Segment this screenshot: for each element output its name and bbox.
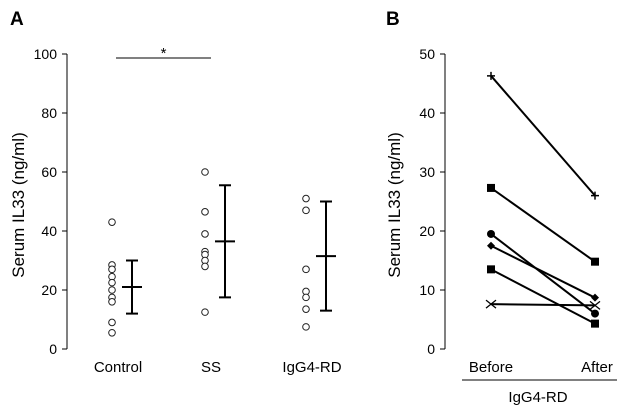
data-point	[201, 168, 209, 176]
y-tick-label: 20	[41, 282, 57, 298]
square-marker	[487, 183, 495, 192]
data-point	[302, 293, 310, 302]
y-tick-label: 30	[419, 164, 435, 180]
panel-a-letter: A	[10, 9, 24, 30]
plus-marker	[591, 191, 599, 200]
x-category-label: SS	[201, 359, 221, 376]
data-point	[302, 323, 310, 331]
data-point	[302, 265, 310, 274]
cross-marker	[485, 299, 497, 309]
y-tick-label: 10	[419, 282, 435, 298]
panel-a-plot: 0 20 40 60 80 100 Control SS IgG4-RD *	[34, 45, 342, 376]
data-point	[108, 286, 116, 294]
significance-marker: *	[161, 45, 167, 62]
data-point	[302, 305, 310, 313]
data-point	[108, 328, 116, 337]
x-category-label: IgG4-RD	[282, 359, 341, 376]
y-tick-label: 0	[49, 341, 57, 357]
data-point	[108, 278, 116, 287]
square-marker	[487, 265, 495, 274]
data-point	[302, 206, 310, 215]
series-line	[490, 268, 596, 325]
data-point	[201, 262, 209, 271]
series-line	[490, 303, 596, 307]
data-point	[302, 194, 310, 203]
plus-marker	[487, 71, 495, 80]
data-point	[201, 230, 209, 238]
square-marker	[591, 319, 599, 328]
diamond-marker	[591, 293, 599, 302]
data-point	[108, 298, 116, 306]
y-tick-label: 100	[34, 46, 58, 62]
data-point	[108, 218, 116, 226]
panel-b-x-axis-title: IgG4-RD	[508, 389, 567, 406]
y-tick-label: 40	[41, 223, 57, 239]
data-point	[201, 208, 209, 216]
y-tick-label: 60	[41, 164, 57, 180]
y-tick-label: 0	[427, 341, 435, 357]
diamond-marker	[487, 241, 495, 250]
panel-a-y-axis-title: Serum IL33 (ng/ml)	[9, 132, 28, 278]
circle-marker	[487, 229, 495, 238]
series-line	[490, 233, 596, 315]
y-tick-label: 20	[419, 223, 435, 239]
y-tick-label: 40	[419, 105, 435, 121]
circle-marker	[591, 309, 599, 318]
series-line	[490, 244, 596, 299]
data-point	[201, 308, 209, 316]
x-category-label: Control	[94, 359, 142, 376]
panel-b-y-axis-title: Serum IL33 (ng/ml)	[385, 132, 404, 278]
y-tick-label: 50	[419, 46, 435, 62]
series-line	[490, 187, 596, 263]
data-point	[108, 265, 116, 274]
square-marker	[591, 257, 599, 266]
series-line	[490, 75, 596, 197]
panel-b-letter: B	[386, 9, 400, 30]
x-category-label: Before	[469, 359, 513, 376]
x-category-label: After	[581, 359, 613, 376]
cross-marker	[589, 300, 601, 310]
panel-b-plot: 0 10 20 30 40 50 Before After	[419, 46, 612, 376]
data-point	[108, 318, 116, 327]
y-tick-label: 80	[41, 105, 57, 121]
